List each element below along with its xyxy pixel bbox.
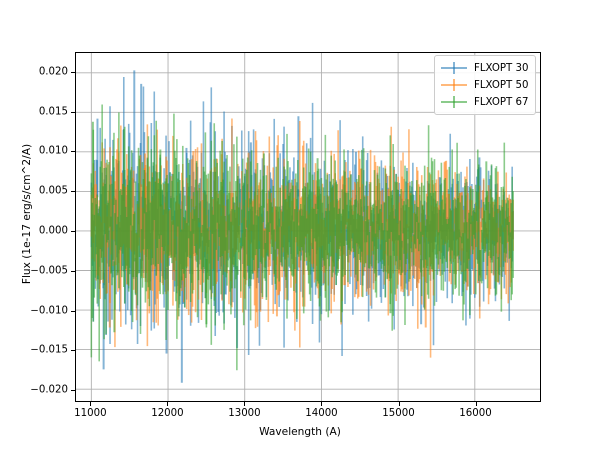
y-tick-label: −0.010 [30, 305, 68, 317]
legend-item-label: FLXOPT 30 [474, 62, 529, 74]
legend-item-label: FLXOPT 50 [474, 79, 529, 91]
errorbar-marker-icon [441, 96, 467, 108]
legend-item[interactable]: FLXOPT 50 [441, 78, 528, 92]
data-series-layer [90, 70, 514, 383]
y-tickmark [71, 71, 75, 73]
y-tick-label: −0.015 [30, 344, 68, 356]
y-tickmark [71, 111, 75, 113]
y-tick-label: 0.010 [38, 145, 68, 157]
x-tickmark [167, 402, 169, 406]
y-tickmark [71, 270, 75, 272]
legend-item-label: FLXOPT 67 [474, 96, 529, 108]
x-tick-label: 15000 [382, 408, 415, 419]
x-tick-label: 13000 [228, 408, 261, 419]
y-tick-label: 0.015 [38, 106, 68, 118]
y-tickmark [71, 151, 75, 153]
y-tickmark [71, 230, 75, 232]
errorbar-marker-icon [441, 62, 467, 74]
x-axis-label: Wavelength (A) [259, 426, 341, 438]
x-tick-label: 16000 [459, 408, 492, 419]
x-tickmark [321, 402, 323, 406]
x-tickmark [90, 402, 92, 406]
y-tickmark [71, 350, 75, 352]
errorbar-marker-icon [441, 79, 467, 91]
x-tick-label: 11000 [74, 408, 107, 419]
y-tickmark [71, 390, 75, 392]
legend-item[interactable]: FLXOPT 30 [441, 61, 528, 75]
x-tickmark [475, 402, 477, 406]
legend: FLXOPT 30 FLXOPT 50 FLXOPT 67 [434, 55, 537, 115]
x-tick-label: 12000 [151, 408, 184, 419]
legend-item[interactable]: FLXOPT 67 [441, 95, 528, 109]
x-tickmark [244, 402, 246, 406]
y-axis-tick-labels: −0.020 −0.015 −0.010 −0.005 0.000 0.005 0.010 0… [0, 0, 68, 450]
y-tick-label: −0.020 [30, 384, 68, 396]
y-tick-label: 0.005 [38, 185, 68, 197]
y-tickmark [71, 310, 75, 312]
y-axis-label: Flux (1e-17 erg/s/cm^2/A) [21, 143, 33, 285]
x-tickmark [398, 402, 400, 406]
y-tickmark [71, 191, 75, 193]
y-tick-label: 0.000 [38, 225, 68, 237]
y-tick-label: −0.005 [30, 265, 68, 277]
x-axis-tick-labels: 11000 12000 13000 14000 15000 16000 [0, 408, 600, 424]
y-tick-label: 0.020 [38, 66, 68, 78]
x-tick-label: 14000 [305, 408, 338, 419]
